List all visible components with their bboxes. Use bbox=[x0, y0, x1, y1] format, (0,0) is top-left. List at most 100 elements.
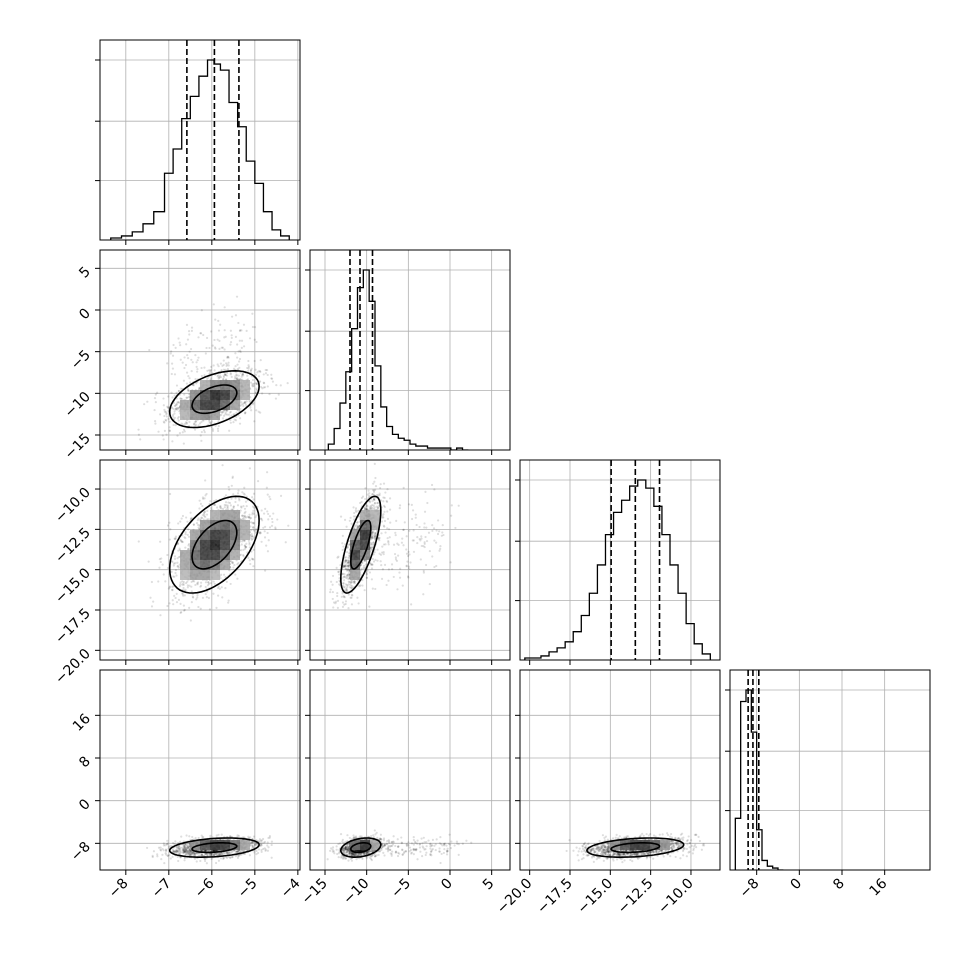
sample-point bbox=[235, 411, 238, 414]
sample-point bbox=[234, 500, 237, 504]
sample-point bbox=[166, 854, 169, 857]
sample-point bbox=[243, 515, 246, 519]
sample-point bbox=[229, 582, 232, 586]
sample-point bbox=[222, 410, 225, 413]
sample-point bbox=[373, 535, 377, 538]
sample-point bbox=[195, 361, 198, 364]
sample-point bbox=[253, 338, 256, 341]
sample-point bbox=[218, 376, 221, 379]
density-cell bbox=[240, 390, 250, 400]
sample-point bbox=[159, 560, 162, 564]
sample-point bbox=[166, 362, 169, 365]
y-tick-label: −8 bbox=[68, 839, 94, 865]
sample-point bbox=[159, 540, 162, 543]
sample-point bbox=[238, 853, 241, 857]
sample-point bbox=[359, 501, 362, 505]
grid-lines bbox=[100, 670, 300, 870]
sample-point bbox=[436, 532, 440, 536]
sample-point bbox=[251, 558, 254, 561]
sample-point bbox=[243, 493, 246, 496]
sample-point bbox=[381, 568, 385, 571]
sample-point bbox=[173, 594, 176, 597]
sample-point bbox=[177, 859, 180, 863]
sample-point bbox=[236, 563, 239, 566]
sample-point bbox=[204, 515, 207, 519]
histogram-bin bbox=[340, 403, 346, 450]
sample-point bbox=[156, 853, 159, 856]
sample-point bbox=[234, 573, 237, 576]
sample-point bbox=[199, 585, 202, 588]
sample-point bbox=[239, 509, 242, 512]
sample-point bbox=[187, 396, 190, 399]
sample-point bbox=[187, 543, 191, 546]
sample-point bbox=[204, 592, 207, 596]
sample-point bbox=[236, 850, 239, 853]
sample-point bbox=[251, 846, 254, 849]
sample-point bbox=[350, 603, 354, 606]
sample-point bbox=[185, 323, 189, 327]
sample-point bbox=[221, 464, 224, 467]
sample-point bbox=[183, 422, 186, 426]
y-tick-label: −17.5 bbox=[52, 606, 94, 648]
sample-point bbox=[185, 422, 188, 425]
sample-point bbox=[159, 848, 162, 851]
sample-point bbox=[164, 410, 167, 413]
sample-point bbox=[222, 376, 225, 379]
sample-point bbox=[252, 382, 256, 385]
density-cell bbox=[210, 380, 220, 390]
sample-point bbox=[246, 515, 249, 518]
sample-point bbox=[251, 537, 254, 541]
histogram-bin bbox=[404, 440, 410, 450]
sample-point bbox=[228, 488, 231, 491]
sample-point bbox=[382, 550, 385, 554]
sample-point bbox=[193, 421, 196, 424]
sample-point bbox=[225, 409, 228, 412]
sample-point bbox=[168, 420, 171, 423]
sample-point bbox=[205, 862, 208, 865]
sample-point bbox=[183, 594, 186, 597]
sample-point bbox=[419, 539, 422, 542]
density-cell bbox=[210, 840, 220, 850]
sample-point bbox=[171, 413, 175, 417]
sample-point bbox=[171, 585, 174, 588]
x-tick-label: −7 bbox=[149, 876, 175, 902]
sample-point bbox=[186, 853, 189, 856]
sample-point bbox=[183, 608, 186, 611]
histogram-bin bbox=[638, 480, 646, 660]
density-cell bbox=[240, 530, 250, 540]
density-cell bbox=[220, 400, 230, 410]
sample-point bbox=[211, 429, 215, 432]
sample-point bbox=[260, 385, 263, 389]
sample-point bbox=[240, 403, 243, 406]
sample-point bbox=[268, 526, 272, 529]
sample-point bbox=[241, 372, 244, 376]
sample-point bbox=[198, 387, 201, 390]
sample-point bbox=[176, 406, 179, 409]
histogram-bin bbox=[678, 593, 686, 660]
sample-point bbox=[223, 503, 226, 507]
sample-point bbox=[161, 847, 164, 851]
sample-point bbox=[175, 403, 178, 406]
sample-point bbox=[209, 377, 213, 380]
sample-point bbox=[217, 329, 221, 332]
sample-point bbox=[188, 606, 191, 609]
sample-point bbox=[174, 537, 177, 540]
sample-point bbox=[365, 576, 368, 580]
sample-point bbox=[192, 580, 196, 583]
density-cell bbox=[230, 540, 240, 550]
sample-point bbox=[192, 853, 196, 856]
sample-point bbox=[174, 851, 177, 854]
sample-point bbox=[190, 852, 193, 855]
sample-point bbox=[361, 561, 364, 564]
sample-point bbox=[200, 854, 203, 857]
sample-point bbox=[170, 362, 174, 365]
sample-point bbox=[171, 589, 174, 592]
histogram-bin bbox=[686, 624, 694, 660]
sample-point bbox=[175, 601, 179, 604]
sample-point bbox=[189, 854, 192, 857]
sample-point bbox=[256, 480, 260, 483]
sample-point bbox=[173, 538, 177, 541]
density-cell bbox=[230, 400, 240, 410]
sample-point bbox=[179, 520, 182, 523]
sample-point bbox=[189, 517, 193, 520]
